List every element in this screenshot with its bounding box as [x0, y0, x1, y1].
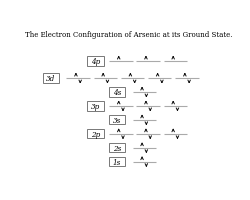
Bar — [108, 116, 125, 125]
Bar — [108, 157, 125, 166]
Text: 4p: 4p — [90, 58, 100, 66]
Text: 3p: 3p — [90, 102, 100, 110]
Bar — [108, 143, 125, 153]
Bar — [87, 57, 104, 66]
Text: 4s: 4s — [112, 89, 121, 97]
Bar — [108, 88, 125, 97]
Text: 3s: 3s — [112, 116, 121, 124]
Bar — [87, 129, 104, 139]
Bar — [42, 74, 59, 83]
Text: 1s: 1s — [112, 158, 121, 166]
Bar — [87, 102, 104, 111]
Text: 3d: 3d — [46, 75, 55, 83]
Text: The Electron Configuration of Arsenic at its Ground State.: The Electron Configuration of Arsenic at… — [25, 31, 232, 39]
Text: 2s: 2s — [112, 144, 121, 152]
Text: 2p: 2p — [90, 130, 100, 138]
